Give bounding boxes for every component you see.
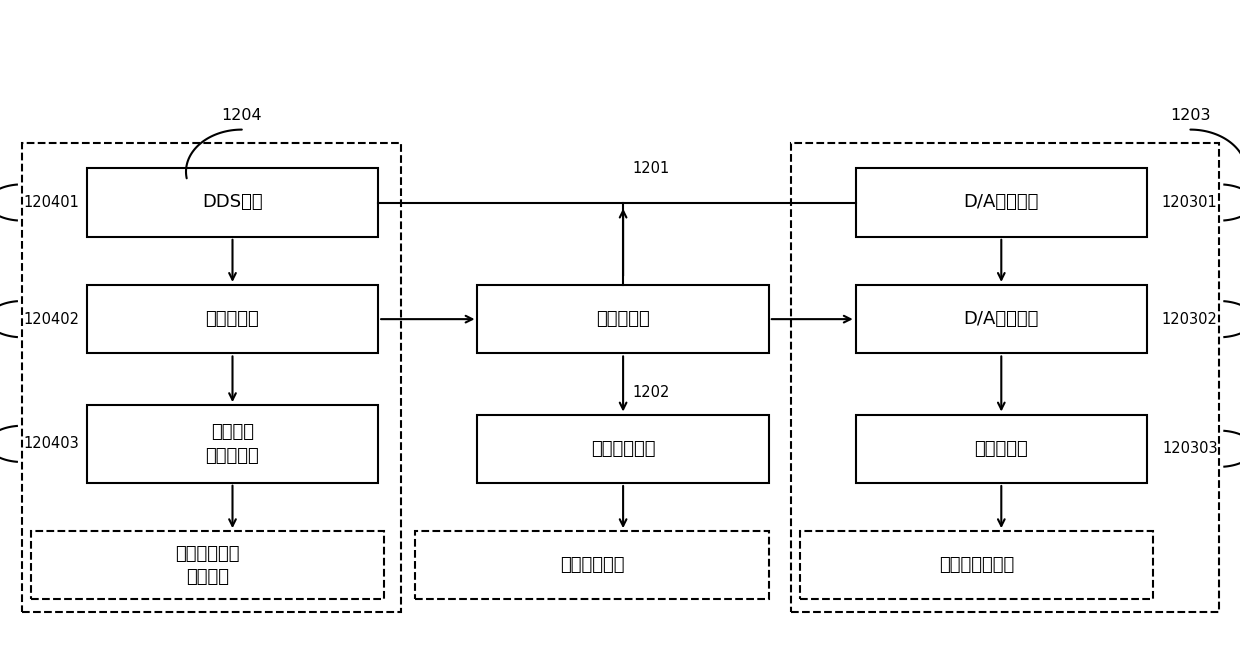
- Text: 120403: 120403: [24, 436, 79, 452]
- FancyBboxPatch shape: [415, 531, 769, 599]
- Text: 120401: 120401: [24, 195, 79, 210]
- Text: 振动源驱动器: 振动源驱动器: [590, 440, 656, 457]
- Text: D/A转换器二: D/A转换器二: [963, 310, 1039, 328]
- Text: 1203: 1203: [1171, 108, 1210, 123]
- FancyBboxPatch shape: [856, 168, 1147, 237]
- Text: 1201: 1201: [632, 161, 670, 176]
- Text: DDS模块: DDS模块: [202, 194, 263, 211]
- Text: 振动驱动信号: 振动驱动信号: [559, 557, 625, 574]
- FancyBboxPatch shape: [800, 531, 1153, 599]
- FancyBboxPatch shape: [856, 415, 1147, 483]
- Text: 1204: 1204: [222, 108, 262, 123]
- FancyBboxPatch shape: [87, 405, 378, 483]
- FancyBboxPatch shape: [477, 285, 769, 353]
- Text: 核心控制器: 核心控制器: [596, 310, 650, 328]
- Text: 120301: 120301: [1162, 195, 1218, 210]
- FancyBboxPatch shape: [87, 285, 378, 353]
- FancyBboxPatch shape: [87, 168, 378, 237]
- Text: 数字电位器: 数字电位器: [206, 310, 259, 328]
- FancyBboxPatch shape: [31, 531, 384, 599]
- Text: 120303: 120303: [1162, 441, 1218, 456]
- Text: 高频功率
放大器模块: 高频功率 放大器模块: [206, 423, 259, 465]
- Text: D/A转换器一: D/A转换器一: [963, 194, 1039, 211]
- Text: 1202: 1202: [632, 384, 670, 400]
- Text: 静电力驱动信号: 静电力驱动信号: [939, 557, 1014, 574]
- FancyBboxPatch shape: [856, 285, 1147, 353]
- Text: 120302: 120302: [1162, 312, 1218, 327]
- Text: 功率放大器: 功率放大器: [975, 440, 1028, 457]
- Text: 120402: 120402: [24, 312, 79, 327]
- Text: 空气压膜效应
驱动信号: 空气压膜效应 驱动信号: [175, 544, 241, 586]
- FancyBboxPatch shape: [477, 415, 769, 483]
